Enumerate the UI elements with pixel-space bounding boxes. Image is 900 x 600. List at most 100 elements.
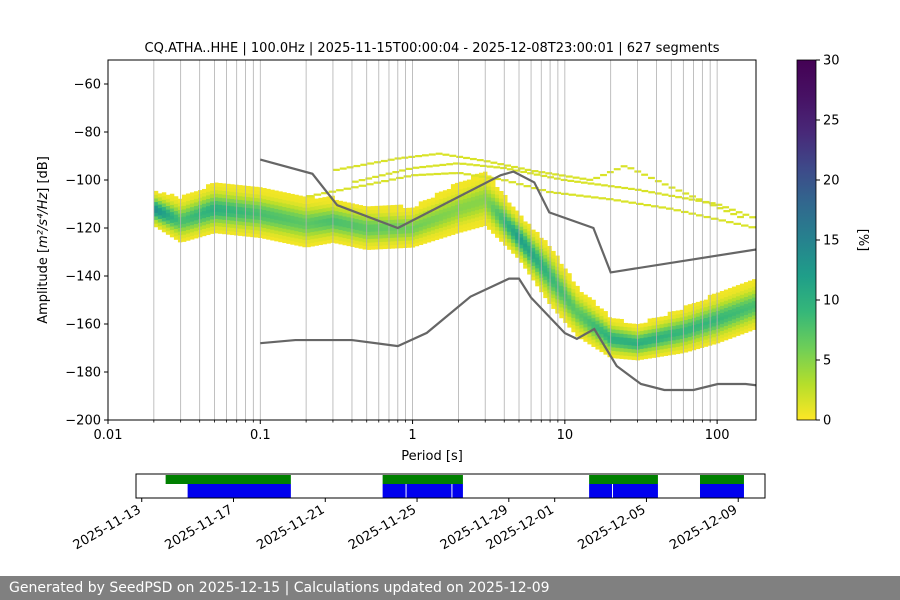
heatmap-cell (495, 212, 500, 217)
heatmap-cell (647, 343, 653, 348)
heatmap-cell (165, 205, 171, 210)
heatmap-cell (294, 234, 299, 239)
heatmap-cell (426, 234, 432, 239)
heatmap-cell (683, 334, 689, 339)
heatmap-cell (418, 205, 424, 210)
heatmap-cell (214, 182, 219, 187)
heatmap-cell (515, 250, 520, 255)
heatmap-cell (153, 219, 159, 224)
heatmap-outlier-cell (593, 176, 601, 180)
heatmap-cell (238, 192, 243, 197)
heatmap-cell (222, 187, 227, 192)
heatmap-cell (671, 339, 677, 344)
heatmap-cell (559, 303, 564, 308)
heatmap-cell (438, 213, 444, 218)
heatmap-cell (587, 318, 592, 323)
heatmap-outlier-cell (351, 180, 359, 183)
heatmap-cell (394, 208, 400, 213)
heatmap-cell (161, 213, 167, 218)
heatmap-outlier-cell (726, 221, 734, 224)
heatmap-cell (731, 326, 737, 331)
heatmap-cell (571, 324, 576, 329)
heatmap-cell (675, 332, 681, 337)
heatmap-cell (591, 335, 596, 340)
heatmap-cell (422, 225, 428, 230)
heatmap-cell (627, 348, 632, 353)
heatmap-cell (547, 249, 552, 254)
heatmap-cell (575, 303, 580, 308)
heatmap-cell (583, 323, 588, 328)
heatmap-cell (446, 196, 452, 201)
heatmap-cell (274, 208, 279, 213)
heatmap-cell (679, 349, 685, 354)
heatmap-cell (531, 258, 536, 263)
heatmap-cell (519, 255, 524, 260)
heatmap-cell (495, 230, 500, 235)
heatmap-cell (438, 220, 444, 225)
heatmap-cell (595, 320, 600, 325)
heatmap-cell (410, 236, 416, 241)
heatmap-cell (683, 312, 689, 317)
heatmap-outlier-cell (668, 186, 676, 189)
heatmap-cell (153, 201, 159, 206)
heatmap-cell (531, 272, 536, 277)
heatmap-cell (595, 313, 600, 318)
heatmap-cell (238, 203, 243, 208)
heatmap-cell (246, 232, 251, 237)
heatmap-cell (250, 189, 255, 194)
heatmap-cell (687, 304, 693, 309)
heatmap-cell (751, 318, 757, 323)
heatmap-outlier-cell (456, 172, 464, 175)
heatmap-outlier-cell (668, 194, 676, 198)
heatmap-cell (414, 224, 420, 229)
heatmap-cell (747, 305, 753, 310)
heatmap-outlier-cell (321, 192, 329, 195)
heatmap-cell (342, 201, 347, 206)
heatmap-cell (751, 293, 757, 298)
heatmap-cell (543, 261, 548, 266)
heatmap-cell (723, 289, 729, 294)
heatmap-cell (306, 207, 311, 212)
heatmap-cell (479, 201, 484, 206)
heatmap-cell (715, 296, 721, 301)
heatmap-cell (246, 189, 251, 194)
heatmap-cell (474, 188, 480, 193)
heatmap-cell (378, 241, 384, 246)
heatmap-cell (479, 179, 484, 184)
heatmap-cell (338, 240, 343, 245)
heatmap-cell (446, 228, 452, 233)
heatmap-cell (370, 227, 376, 232)
heatmap-cell (567, 280, 572, 285)
heatmap-cell (599, 308, 604, 313)
heatmap-cell (262, 198, 267, 203)
heatmap-cell (671, 318, 677, 323)
heatmap-cell (683, 308, 689, 313)
heatmap-cell (551, 301, 556, 306)
heatmap-outlier-cell (735, 211, 743, 214)
heatmap-cell (410, 232, 416, 237)
heatmap-cell (306, 235, 311, 240)
heatmap-cell (727, 302, 733, 307)
heatmap-cell (390, 215, 396, 220)
heatmap-cell (430, 197, 436, 202)
heatmap-cell (727, 291, 733, 296)
heatmap-cell (607, 349, 612, 354)
heatmap-cell (350, 228, 355, 233)
heatmap-cell (189, 210, 195, 215)
heatmap-cell (491, 208, 496, 213)
heatmap-cell (479, 212, 484, 217)
heatmap-cell (254, 193, 259, 198)
heatmap-cell (202, 221, 207, 226)
heatmap-cell (615, 351, 620, 356)
heatmap-cell (743, 318, 749, 323)
heatmap-cell (350, 203, 355, 208)
heatmap-cell (639, 337, 644, 342)
heatmap-cell (751, 307, 757, 312)
heatmap-cell (218, 182, 223, 187)
heatmap-outlier-cell (572, 176, 580, 179)
heatmap-cell (342, 230, 347, 235)
heatmap-cell (442, 211, 448, 216)
heatmap-cell (495, 194, 500, 199)
heatmap-cell (157, 225, 163, 230)
heatmap-cell (519, 226, 524, 231)
